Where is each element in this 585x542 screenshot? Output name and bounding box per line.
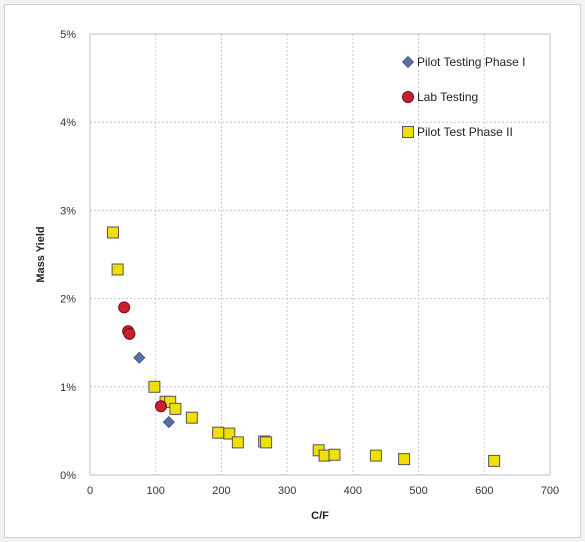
data-point — [169, 402, 182, 415]
x-tick-label: 100 — [147, 485, 165, 497]
data-point — [318, 449, 331, 462]
data-point — [231, 436, 244, 449]
x-tick-label: 300 — [278, 485, 296, 497]
legend-label: Pilot Test Phase II — [417, 125, 513, 139]
x-tick-label: 500 — [409, 485, 427, 497]
data-point — [118, 301, 131, 314]
y-tick-label: 1% — [60, 382, 76, 394]
data-point — [223, 427, 236, 440]
legend: Pilot Testing Phase I Lab Testing Pilot Te… — [401, 55, 526, 139]
x-tick-label: 400 — [344, 485, 362, 497]
y-tick-label: 2% — [60, 294, 76, 306]
y-tick-label: 4% — [60, 117, 76, 129]
grid — [90, 34, 550, 475]
data-point — [107, 226, 119, 239]
data-point — [212, 426, 225, 439]
data-point — [369, 449, 382, 462]
data-point — [398, 453, 411, 466]
y-tick-label: 3% — [60, 205, 76, 217]
data-point — [123, 327, 136, 340]
legend-label: Lab Testing — [417, 90, 478, 104]
legend-marker — [402, 126, 414, 138]
legend-label: Pilot Testing Phase I — [417, 55, 526, 69]
x-tick-label: 0 — [87, 485, 93, 497]
data-points — [107, 226, 501, 467]
data-point — [154, 400, 167, 413]
data-point — [328, 448, 341, 461]
legend-marker — [401, 55, 415, 69]
chart-frame — [4, 4, 581, 538]
y-tick-label: 0% — [60, 470, 76, 482]
x-tick-label: 200 — [212, 485, 230, 497]
data-point — [133, 351, 146, 364]
data-point — [148, 380, 161, 393]
x-axis-title: C/F — [311, 510, 329, 522]
x-tick-label: 700 — [541, 485, 559, 497]
data-point — [185, 411, 198, 424]
plot-area — [89, 33, 551, 476]
y-tick-label: 5% — [60, 29, 76, 41]
legend-marker — [402, 91, 414, 103]
axis-ticks: 0 100 200 300 400 500 600 700 0% 1% 2% 3% 4% 5% — [60, 29, 559, 497]
data-point — [488, 454, 501, 467]
data-point — [260, 436, 273, 449]
y-axis-title: Mass Yield — [35, 226, 47, 282]
data-point — [111, 263, 124, 276]
data-point — [162, 416, 175, 429]
x-tick-label: 600 — [475, 485, 493, 497]
